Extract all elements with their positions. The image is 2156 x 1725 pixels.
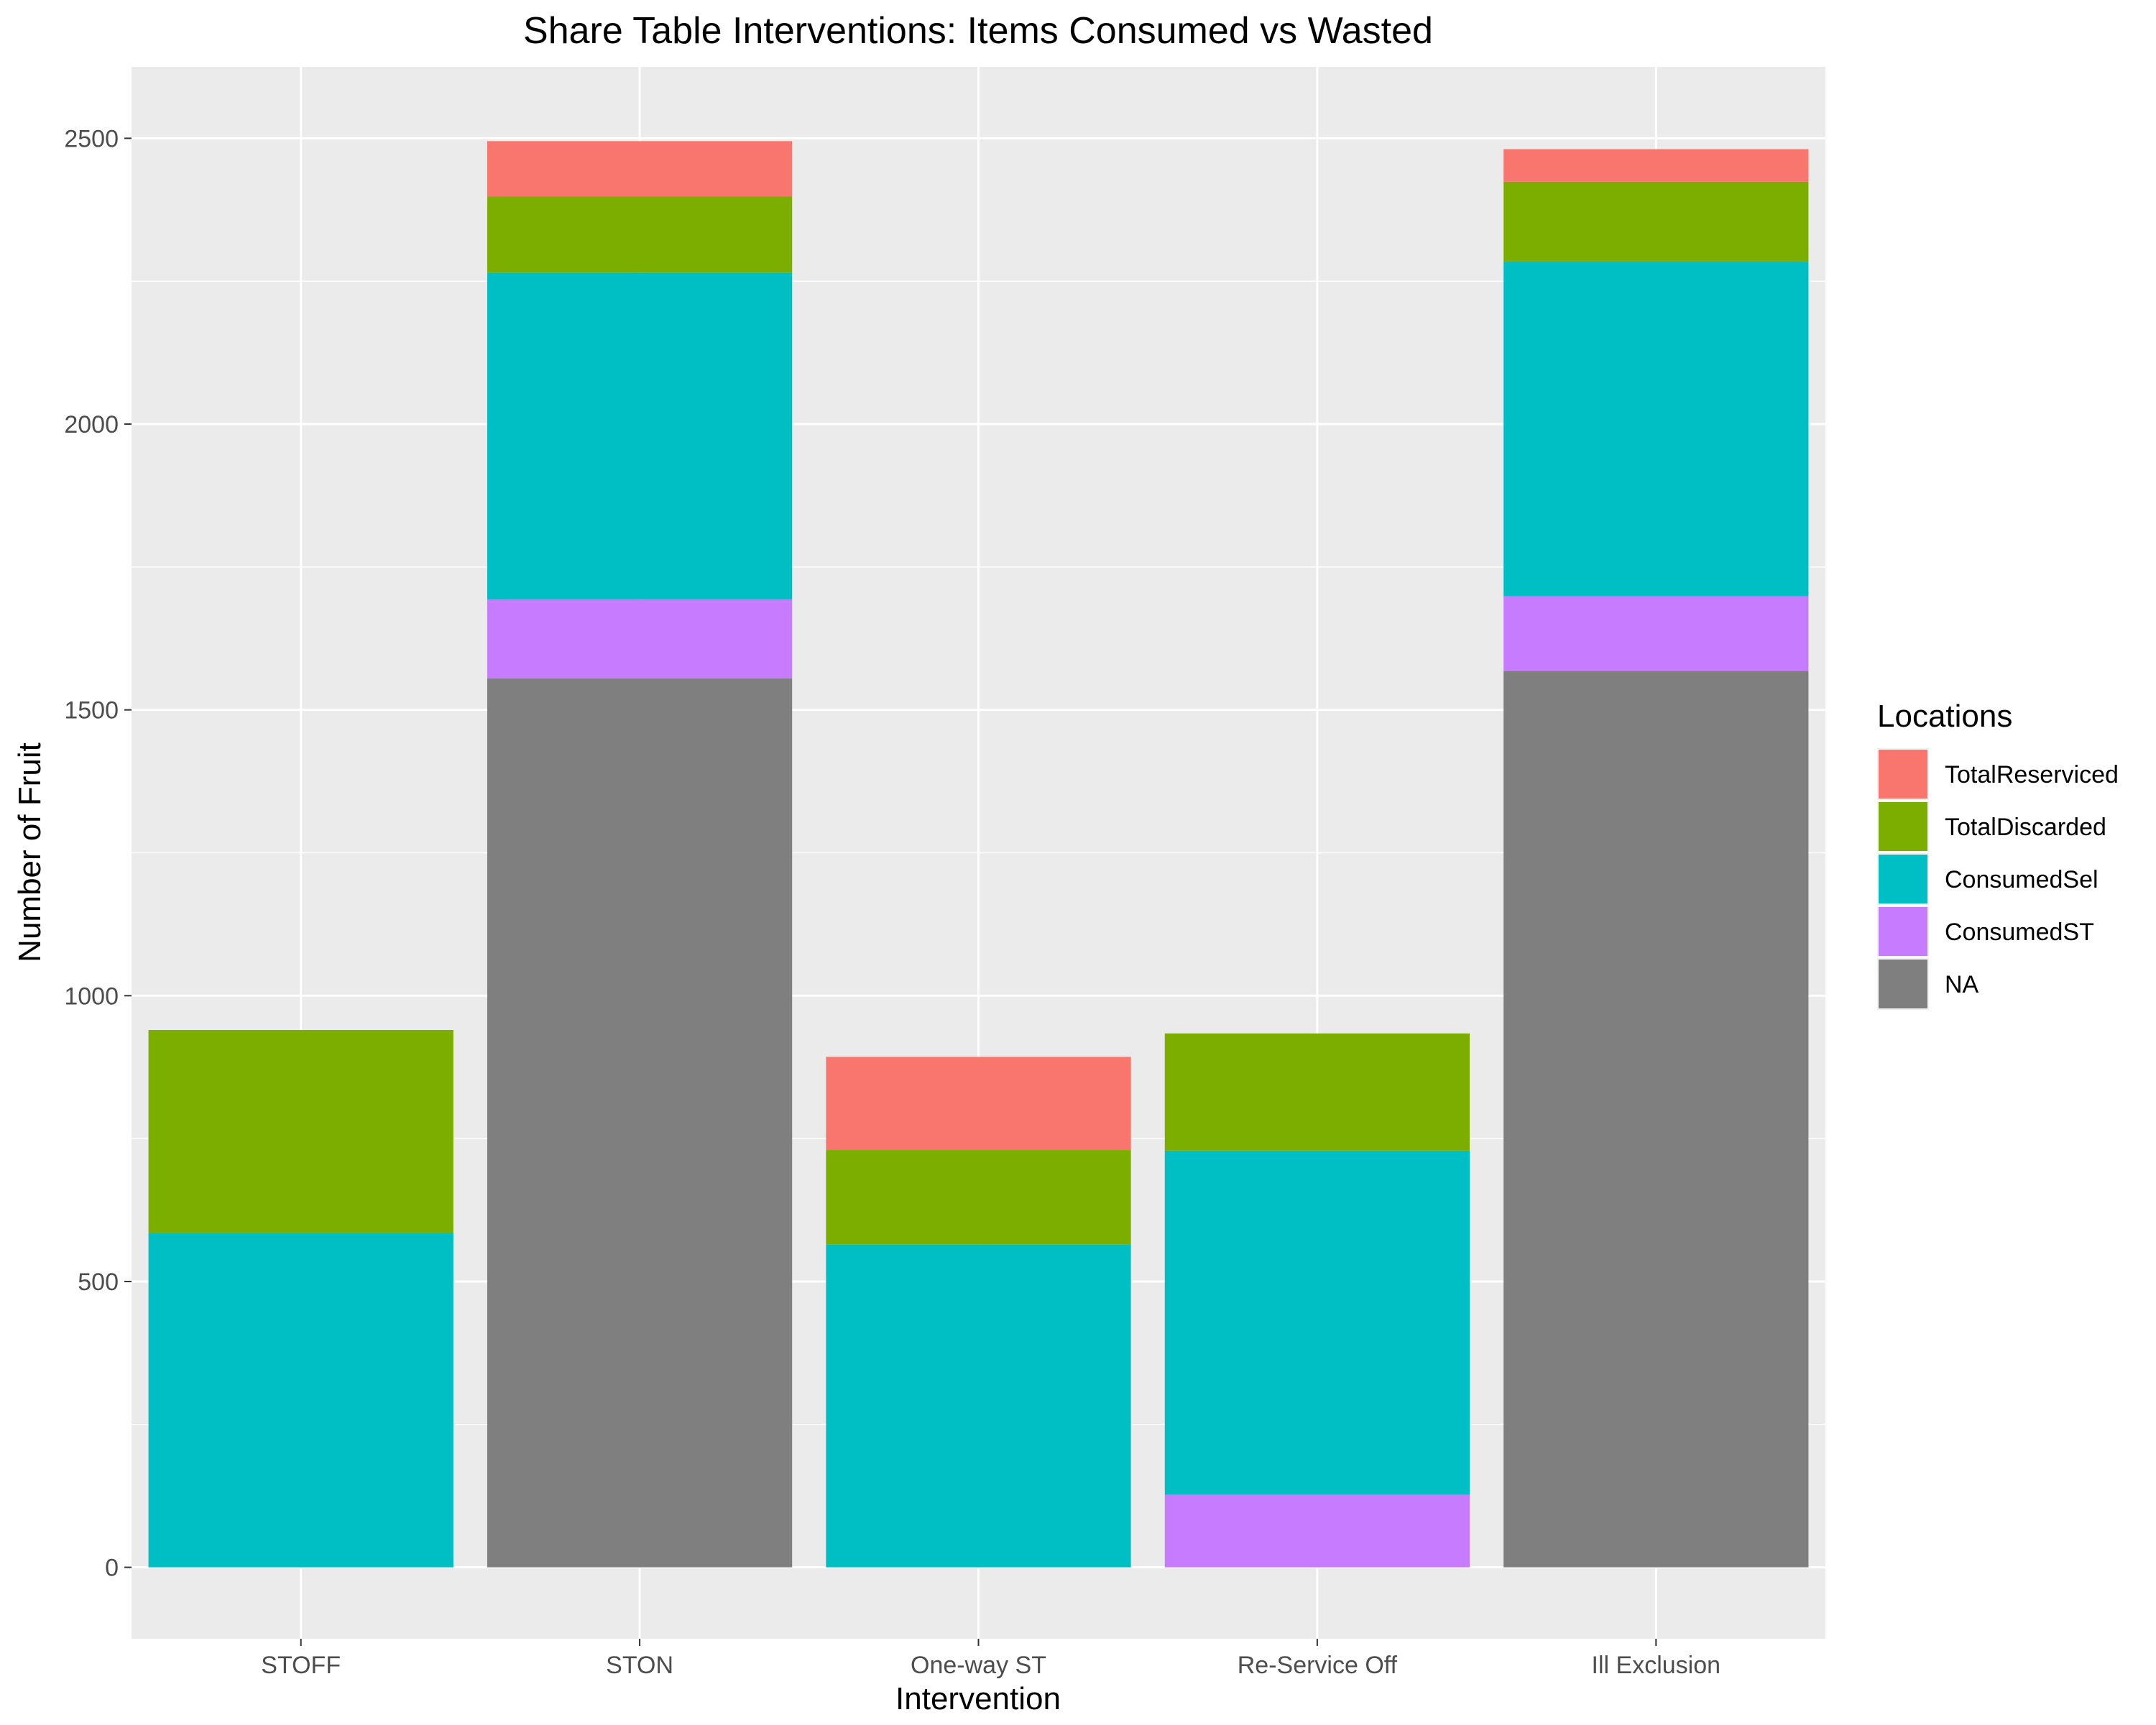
bars xyxy=(148,141,1809,1568)
x-tick-label: STON xyxy=(606,1652,673,1679)
x-tick-label: One-way ST xyxy=(911,1652,1046,1679)
legend-label: ConsumedSel xyxy=(1945,866,2099,893)
legend-label: ConsumedST xyxy=(1945,919,2094,946)
y-tick-label: 2500 xyxy=(64,125,119,152)
bar-segment-na xyxy=(1503,671,1809,1568)
legend-label: TotalReserviced xyxy=(1945,761,2119,788)
bar-segment-consumedsel xyxy=(1503,262,1809,597)
bar-segment-consumedst xyxy=(1164,1494,1470,1568)
y-tick-label: 500 xyxy=(78,1269,119,1296)
legend-title: Locations xyxy=(1877,699,2012,734)
y-axis-title: Number of Fruit xyxy=(12,742,47,962)
x-tick-label: STOFF xyxy=(261,1652,341,1679)
bar-segment-na xyxy=(487,678,793,1568)
legend-label: NA xyxy=(1945,971,1979,998)
y-tick-label: 0 xyxy=(105,1555,119,1582)
bar-segment-consumedsel xyxy=(487,272,793,600)
bar-segment-consumedsel xyxy=(148,1233,453,1568)
y-axis: 0 500 1000 1500 2000 2500 xyxy=(64,125,132,1582)
bar-segment-totaldiscarded xyxy=(1503,181,1809,262)
x-tick-label: Re-Service Off xyxy=(1238,1652,1398,1679)
bar-segment-consumedsel xyxy=(826,1244,1131,1568)
legend: Locations TotalReserviced TotalDiscarded C… xyxy=(1877,699,2119,1010)
y-tick-label: 2000 xyxy=(64,411,119,438)
legend-swatch xyxy=(1879,750,1927,799)
chart-title: Share Table Interventions: Items Consume… xyxy=(523,10,1433,52)
x-axis-title: Intervention xyxy=(895,1681,1061,1716)
legend-swatch xyxy=(1879,907,1927,956)
legend-swatch xyxy=(1879,960,1927,1008)
y-tick-label: 1500 xyxy=(64,697,119,724)
bar-segment-totalreserviced xyxy=(487,141,793,197)
bar-segment-totaldiscarded xyxy=(148,1030,453,1233)
legend-label: TotalDiscarded xyxy=(1945,814,2106,841)
bar-segment-totaldiscarded xyxy=(487,196,793,273)
x-axis: STOFF STON One-way ST Re-Service Off Ill Exc… xyxy=(261,1639,1720,1679)
bar-segment-totaldiscarded xyxy=(826,1150,1131,1245)
bar-segment-consumedst xyxy=(487,599,793,678)
bar-segment-totalreserviced xyxy=(826,1057,1131,1151)
y-tick-label: 1000 xyxy=(64,983,119,1010)
bar-segment-consumedsel xyxy=(1164,1150,1470,1495)
bar-segment-consumedst xyxy=(1503,596,1809,671)
legend-swatch xyxy=(1879,802,1927,851)
legend-swatch xyxy=(1879,855,1927,903)
bar-segment-totalreserviced xyxy=(1503,149,1809,182)
x-tick-label: Ill Exclusion xyxy=(1592,1652,1721,1679)
bar-segment-totaldiscarded xyxy=(1164,1033,1470,1151)
